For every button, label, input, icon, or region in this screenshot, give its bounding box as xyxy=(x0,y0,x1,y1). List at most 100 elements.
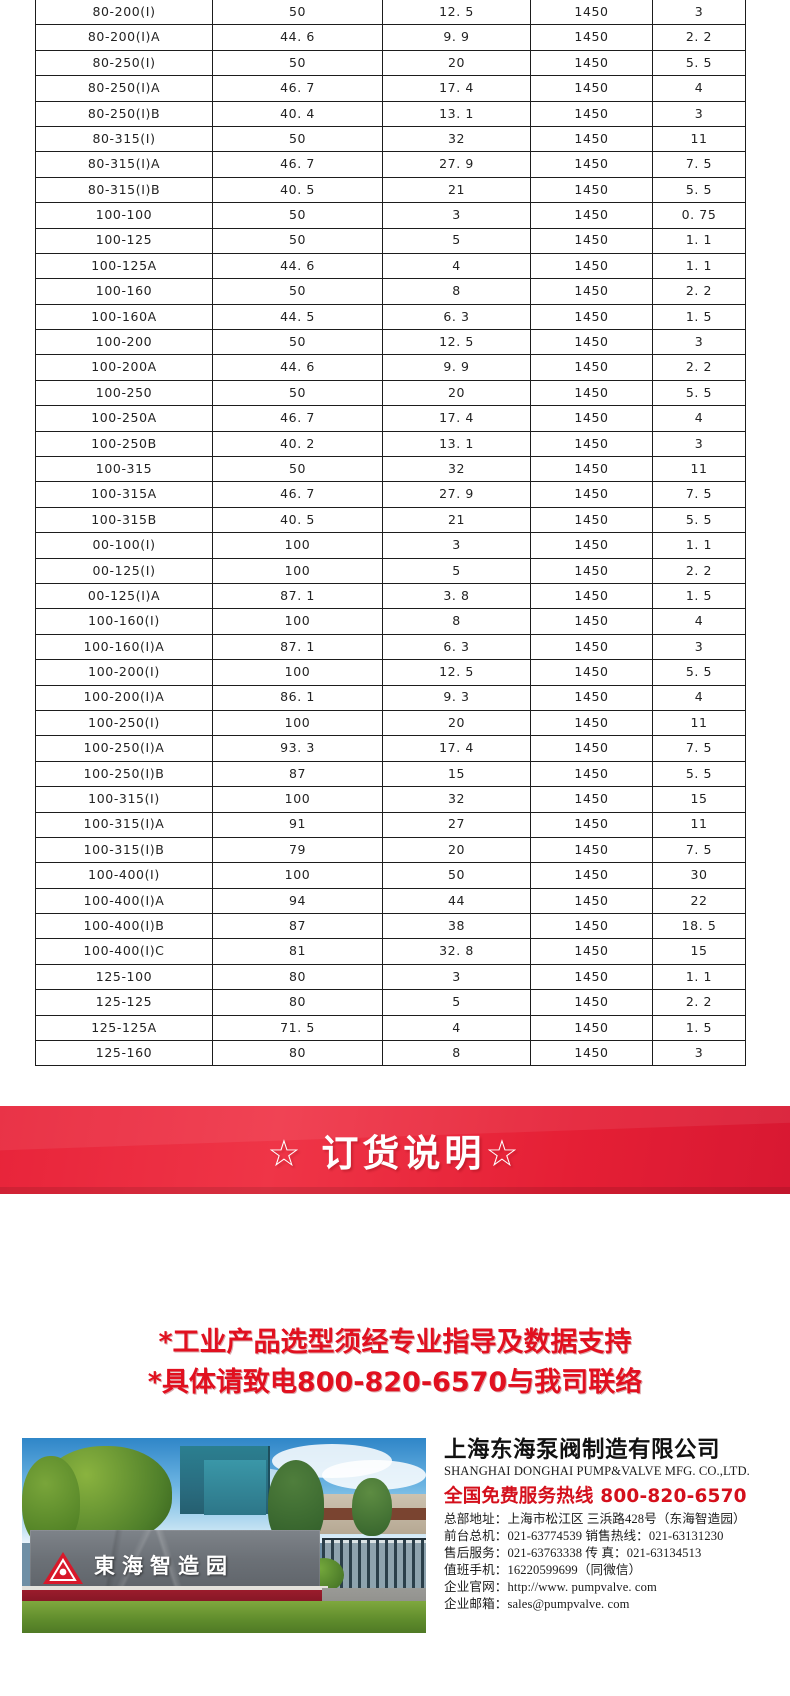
cell-value: 38 xyxy=(382,913,531,940)
cell-value: 3 xyxy=(382,532,531,559)
table-row: 100-200(I) 100 12. 5 1450 5. 5 xyxy=(35,659,746,686)
cell-value: 1450 xyxy=(530,633,653,661)
cell-value: 44 xyxy=(382,887,531,915)
cell-model: 100-250(I)B xyxy=(35,760,213,788)
cell-value: 6. 3 xyxy=(382,303,531,331)
cell-value: 12. 5 xyxy=(382,0,531,26)
cell-value: 87. 1 xyxy=(212,582,383,610)
cell-model: 100-160 xyxy=(35,278,213,305)
cell-value: 11 xyxy=(652,125,746,153)
table-row: 100-250 50 20 1450 5. 5 xyxy=(35,379,746,407)
table-row: 100-160A 44. 5 6. 3 1450 1. 5 xyxy=(35,303,746,331)
cell-value: 100 xyxy=(212,659,383,686)
cell-value: 15 xyxy=(652,938,746,965)
cell-value: 20 xyxy=(382,379,531,407)
cell-model: 100-200A xyxy=(35,354,213,381)
cell-value: 20 xyxy=(382,709,531,737)
contact-line: 企业官网：http://www. pumpvalve. com xyxy=(444,1580,657,1595)
cell-value: 9. 9 xyxy=(382,354,531,381)
cell-model: 100-315(I)B xyxy=(35,836,213,864)
table-row: 100-160(I) 100 8 1450 4 xyxy=(35,608,746,635)
cell-value: 50 xyxy=(212,278,383,305)
tree-shape xyxy=(352,1478,392,1536)
cell-value: 40. 2 xyxy=(212,430,383,458)
cell-value: 20 xyxy=(382,836,531,864)
cell-value: 93. 3 xyxy=(212,735,383,762)
order-headline-block: *工业产品选型须经专业指导及数据支持 *具体请致电800-820-6570与我司… xyxy=(0,1323,790,1403)
table-row: 100-315A 46. 7 27. 9 1450 7. 5 xyxy=(35,481,746,508)
cell-model: 00-125(I) xyxy=(35,557,213,584)
cell-value: 50 xyxy=(212,202,383,229)
table-row: 100-315B 40. 5 21 1450 5. 5 xyxy=(35,506,746,534)
table-row: 80-315(I) 50 32 1450 11 xyxy=(35,125,746,153)
contact-line: 值班手机：16220599699（同微信） xyxy=(444,1563,642,1578)
table-row: 100-250(I)B 87 15 1450 5. 5 xyxy=(35,760,746,788)
cell-value: 100 xyxy=(212,786,383,813)
cell-value: 18. 5 xyxy=(652,913,746,940)
headline-line-2: *具体请致电800-820-6570与我司联络 xyxy=(147,1367,643,1398)
table-row: 125-160 80 8 1450 3 xyxy=(35,1040,746,1067)
hotline-label: 全国免费服务热线 xyxy=(444,1486,594,1508)
cell-value: 1450 xyxy=(530,0,653,26)
cell-value: 1. 1 xyxy=(652,532,746,559)
cell-value: 44. 5 xyxy=(212,303,383,331)
cell-value: 3 xyxy=(652,100,746,127)
factory-building-face xyxy=(204,1460,266,1515)
cell-value: 44. 6 xyxy=(212,252,383,280)
cell-value: 1450 xyxy=(530,151,653,178)
cell-value: 5. 5 xyxy=(652,659,746,686)
cell-model: 100-250B xyxy=(35,430,213,458)
contact-line: 前台总机：021-63774539 销售热线：021-63131230 xyxy=(444,1529,724,1544)
table-row: 100-315 50 32 1450 11 xyxy=(35,456,746,483)
cell-value: 50 xyxy=(212,379,383,407)
cell-value: 3 xyxy=(652,1040,746,1067)
cell-model: 100-315(I) xyxy=(35,786,213,813)
cell-model: 100-315 xyxy=(35,456,213,483)
order-instructions-banner: ☆ 订货说明☆ xyxy=(0,1106,790,1194)
cell-value: 1450 xyxy=(530,811,653,838)
cell-value: 5 xyxy=(382,989,531,1016)
cell-model: 125-125A xyxy=(35,1014,213,1042)
table-row: 80-200(I)A 44. 6 9. 9 1450 2. 2 xyxy=(35,24,746,51)
cell-value: 2. 2 xyxy=(652,989,746,1016)
company-name-cn: 上海东海泵阀制造有限公司 xyxy=(444,1437,721,1463)
cell-value: 1450 xyxy=(530,405,653,432)
cell-value: 4 xyxy=(652,405,746,432)
table-row: 100-200A 44. 6 9. 9 1450 2. 2 xyxy=(35,354,746,381)
table-row: 100-125A 44. 6 4 1450 1. 1 xyxy=(35,252,746,280)
cell-value: 21 xyxy=(382,176,531,204)
table-row: 100-400(I)B 87 38 1450 18. 5 xyxy=(35,913,746,940)
cell-value: 11 xyxy=(652,709,746,737)
cell-value: 1450 xyxy=(530,456,653,483)
cell-value: 46. 7 xyxy=(212,151,383,178)
cell-value: 2. 2 xyxy=(652,24,746,51)
cell-value: 32. 8 xyxy=(382,938,531,965)
cell-value: 32 xyxy=(382,125,531,153)
table-row: 100-100 50 3 1450 0. 75 xyxy=(35,202,746,229)
cell-value: 11 xyxy=(652,456,746,483)
cell-value: 27 xyxy=(382,811,531,838)
cell-value: 30 xyxy=(652,862,746,889)
cell-value: 4 xyxy=(652,684,746,711)
cell-value: 1450 xyxy=(530,887,653,915)
cell-value: 17. 4 xyxy=(382,735,531,762)
table-row: 100-200(I)A 86. 1 9. 3 1450 4 xyxy=(35,684,746,711)
cell-value: 46. 7 xyxy=(212,481,383,508)
cell-value: 22 xyxy=(652,887,746,915)
table-row: 100-315(I) 100 32 1450 15 xyxy=(35,786,746,813)
cell-value: 81 xyxy=(212,938,383,965)
cell-value: 2. 2 xyxy=(652,278,746,305)
cell-value: 5. 5 xyxy=(652,760,746,788)
cell-value: 50 xyxy=(212,456,383,483)
cell-value: 5. 5 xyxy=(652,49,746,77)
cell-value: 87 xyxy=(212,760,383,788)
cell-value: 1450 xyxy=(530,1040,653,1067)
cell-model: 100-400(I) xyxy=(35,862,213,889)
cell-value: 1450 xyxy=(530,125,653,153)
cell-value: 1. 5 xyxy=(652,303,746,331)
cell-model: 100-160(I)A xyxy=(35,633,213,661)
cell-value: 100 xyxy=(212,557,383,584)
cell-value: 1450 xyxy=(530,379,653,407)
cell-model: 80-315(I)A xyxy=(35,151,213,178)
hotline-number: 800-820-6570 xyxy=(600,1486,747,1508)
